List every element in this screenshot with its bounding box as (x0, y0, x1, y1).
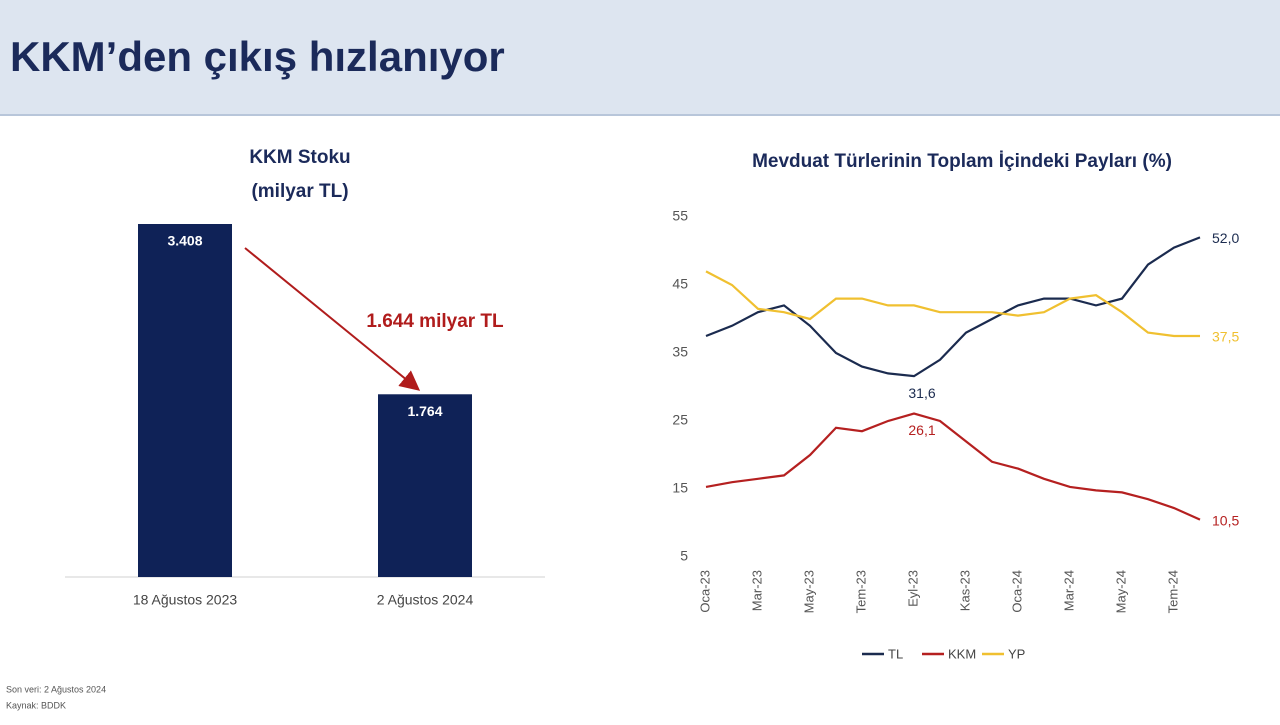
value-label: 31,6 (908, 385, 935, 401)
y-tick-label: 15 (672, 480, 688, 496)
value-label: 1.764 (407, 403, 442, 419)
chart-title: Mevduat Türlerinin Toplam İçindeki Payla… (752, 151, 1172, 172)
note: Kaynak: BDDK (6, 700, 66, 710)
value-label: 26,1 (908, 422, 935, 438)
value-label: 37,5 (1212, 329, 1239, 345)
x-tick-label: Oca-23 (697, 570, 712, 613)
y-tick-label: 45 (672, 276, 688, 292)
legend-label: KKM (948, 646, 976, 661)
value-label: 52,0 (1212, 230, 1239, 246)
x-tick-label: 2 Ağustos 2024 (377, 592, 474, 608)
x-tick-label: Mar-23 (749, 570, 764, 611)
series-line (705, 270, 1200, 338)
y-tick-label: 35 (672, 344, 688, 360)
chart-title: KKM Stoku (249, 147, 350, 168)
slide-title: KKM’den çıkış hızlanıyor (10, 33, 505, 80)
x-tick-label: Tem-23 (853, 570, 868, 613)
legend-label: YP (1008, 646, 1025, 661)
x-tick-label: 18 Ağustos 2023 (133, 592, 238, 608)
x-tick-label: Oca-24 (1009, 570, 1024, 613)
chart-subtitle: (milyar TL) (251, 181, 348, 202)
bar (378, 394, 472, 577)
x-tick-label: Kas-23 (957, 570, 972, 611)
series-line (705, 236, 1201, 378)
x-tick-label: Tem-24 (1165, 570, 1180, 613)
value-label: 10,5 (1212, 512, 1239, 528)
y-tick-label: 5 (680, 548, 688, 564)
x-tick-label: May-24 (1113, 570, 1128, 613)
x-tick-label: Mar-24 (1061, 570, 1076, 611)
value-label: 3.408 (167, 233, 202, 249)
annotation-arrow (244, 247, 421, 391)
note: Son veri: 2 Ağustos 2024 (6, 684, 106, 694)
bar (138, 224, 232, 577)
x-tick-label: Eyl-23 (905, 570, 920, 607)
x-tick-label: May-23 (801, 570, 816, 613)
y-tick-label: 55 (672, 208, 688, 224)
annotation: 1.644 milyar TL (366, 311, 504, 332)
y-tick-label: 25 (672, 412, 688, 428)
header-band (0, 0, 1280, 115)
series-line (705, 412, 1201, 521)
legend-label: TL (888, 646, 903, 661)
